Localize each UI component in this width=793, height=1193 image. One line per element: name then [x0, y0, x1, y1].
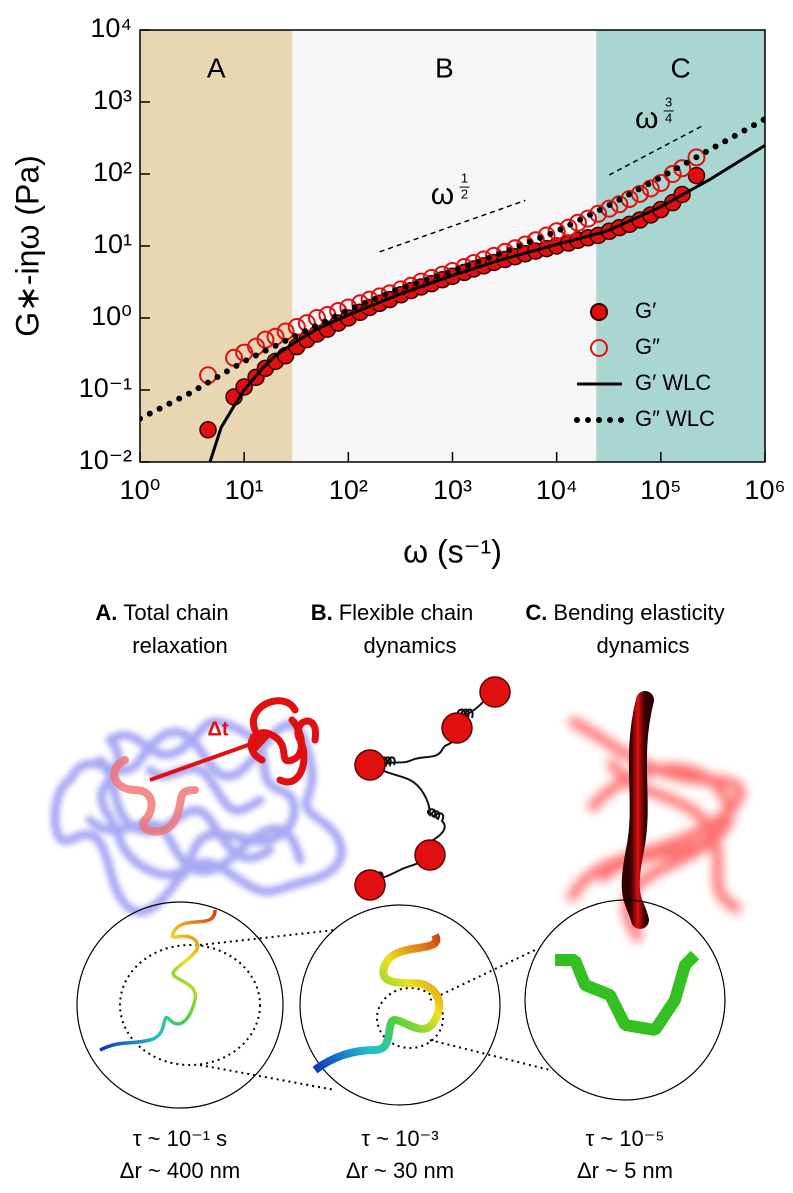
panel-title-line: dynamics [364, 633, 457, 658]
series-line [208, 144, 765, 462]
legend-label: G″ WLC [635, 406, 715, 431]
series-line [140, 116, 765, 422]
panel-title-line: Bending elasticity [553, 600, 724, 625]
annotation-base: ω [635, 102, 658, 135]
y-axis-label: G∗-iηω (Pa) [9, 155, 45, 337]
y-tick-label: 10⁻¹ [79, 373, 132, 403]
data-point [474, 250, 493, 269]
x-tick-label: 10⁶ [744, 475, 785, 505]
legend: G′ G″ G′ WLC G″ WLC [574, 298, 715, 431]
data-point [651, 173, 670, 192]
y-tick-label: 10⁰ [91, 301, 132, 331]
panel-title: A. Total chain [95, 600, 228, 625]
panel-caption: τ ~ 10⁻¹ s [133, 1126, 227, 1151]
panel-caption: Δr ~ 30 nm [346, 1158, 454, 1183]
data-point [673, 159, 692, 178]
region-label: B [435, 52, 454, 83]
panel-title: B. Flexible chain [311, 600, 474, 625]
data-point [484, 246, 503, 265]
data-point [422, 268, 441, 287]
y-tick-label: 10³ [93, 85, 132, 115]
x-tick-label: 10⁵ [640, 475, 681, 505]
legend-swatch [590, 303, 608, 321]
legend-label: G″ [635, 334, 660, 359]
panel-title-line: dynamics [597, 633, 690, 658]
annotation-denominator: 4 [665, 110, 672, 125]
data-point [630, 184, 649, 203]
data-point [687, 166, 706, 185]
region-label: C [671, 52, 691, 83]
data-point [443, 261, 462, 280]
annotation-numerator: 1 [461, 171, 468, 186]
x-tick-label: 10³ [433, 475, 472, 505]
annotation-denominator: 2 [461, 187, 468, 202]
panel-letter: A. [95, 600, 117, 625]
panel-title-line: relaxation [132, 633, 227, 658]
panel-title-line: Flexible chain [339, 600, 474, 625]
x-axis-label: ω (s⁻¹) [403, 533, 502, 569]
data-point [370, 287, 389, 306]
illustration-text: Δt A. Total chain relaxation τ ~ 10⁻¹ s Δr ~ … [95, 600, 724, 1183]
data-point [641, 179, 660, 198]
y-tick-label: 10⁻² [79, 445, 132, 475]
x-tick-label: 10⁴ [536, 475, 578, 505]
arrow-label: Δt [207, 718, 228, 740]
region [140, 30, 293, 462]
panel-title: C. Bending elasticity [525, 600, 724, 625]
data-point [687, 148, 706, 167]
legend-label: G′ [635, 298, 656, 323]
panel-title-line: Total chain [123, 600, 228, 625]
y-tick-label: 10² [93, 157, 132, 187]
x-tick-label: 10¹ [225, 475, 264, 505]
panel-letter: C. [525, 600, 547, 625]
data-point [464, 254, 483, 273]
legend-swatch [590, 339, 608, 357]
data-point [199, 421, 217, 439]
annotation-numerator: 3 [665, 94, 672, 109]
region [596, 30, 765, 462]
region-label: A [207, 52, 226, 83]
panel-letter: B. [311, 600, 333, 625]
x-tick-label: 10² [329, 475, 368, 505]
slope-guide [379, 199, 526, 253]
data-point [547, 222, 566, 241]
panel-caption: Δr ~ 5 nm [577, 1158, 673, 1183]
annotation-base: ω [431, 178, 454, 211]
legend-label: G′ WLC [635, 370, 711, 395]
x-tick-label: 10⁰ [120, 475, 161, 505]
panel-caption: τ ~ 10⁻³ [361, 1126, 438, 1151]
y-tick-label: 10⁴ [90, 13, 132, 43]
y-tick-label: 10¹ [93, 229, 132, 259]
panel-caption: Δr ~ 400 nm [120, 1158, 240, 1183]
data-point [412, 272, 431, 291]
panel-caption: τ ~ 10⁻⁵ [586, 1126, 665, 1151]
illustration [50, 676, 746, 1109]
